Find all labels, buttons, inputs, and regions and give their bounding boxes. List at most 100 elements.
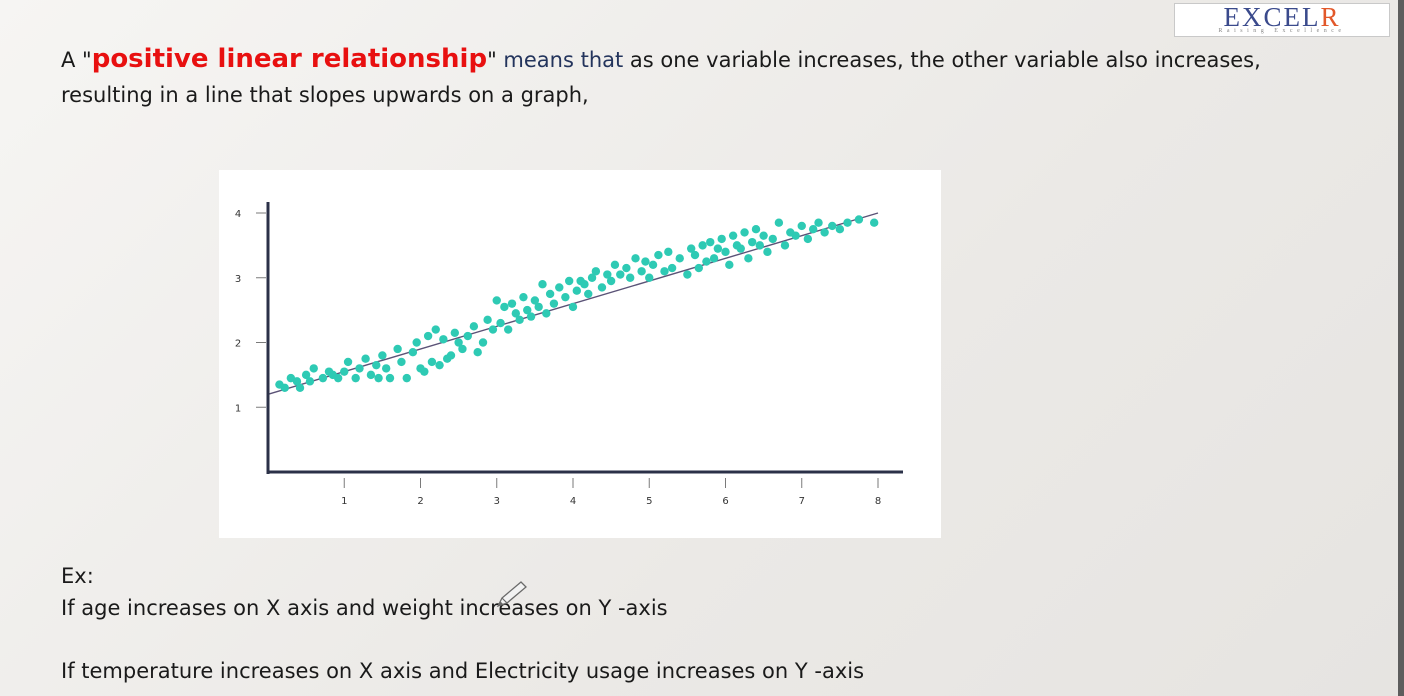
data-point [515,315,524,325]
data-point [355,364,364,373]
scatter-chart: 1 2 3 4 1 2 3 4 5 6 7 8 [235,202,903,507]
definition-text: A "positive linear relationship" means t… [61,42,1341,113]
data-point [545,289,555,299]
data-point [393,344,402,354]
examples-label: Ex: [61,564,94,588]
data-point [835,224,845,234]
data-point [538,280,547,289]
data-point [763,247,772,257]
data-point [587,273,597,282]
data-point [402,373,411,383]
data-point [397,357,406,367]
data-point [751,224,761,234]
data-point [292,377,302,386]
data-point [435,360,444,370]
data-point [591,267,601,276]
data-point [664,247,673,257]
data-point [610,260,620,269]
data-point [431,325,440,334]
intro-prefix: A " [61,48,92,72]
data-point [488,325,498,334]
data-point [463,331,472,341]
data-point [295,383,305,393]
data-point [814,218,823,227]
data-point [530,296,540,305]
data-point [523,305,532,315]
data-point [791,231,800,240]
data-point [439,335,448,344]
x-tick-label: 6 [722,496,728,507]
data-point [507,299,517,308]
examples-block: Ex: If age increases on X axis and weigh… [61,560,1161,687]
data-point [797,221,806,231]
scatter-chart-panel: 1 2 3 4 1 2 3 4 5 6 7 8 [219,170,941,538]
y-tick-label: 2 [235,339,241,350]
data-point [372,360,381,370]
data-point [597,283,607,292]
data-point [333,373,343,383]
x-tick-label: 3 [494,496,500,507]
data-point [713,244,723,253]
data-point [450,328,460,337]
example-line-1: If age increases on X axis and weight in… [61,596,668,620]
key-term: positive linear relationship [91,44,488,74]
x-tick-label: 5 [646,496,652,507]
data-point [584,289,593,299]
data-point [478,338,488,347]
data-point [702,257,711,266]
data-point [385,373,395,383]
data-point [625,273,635,282]
data-point [768,234,777,244]
data-point [637,267,646,276]
data-point [686,244,696,253]
data-point [820,228,829,237]
data-point [555,283,564,292]
data-point [717,234,726,244]
data-point [374,373,383,383]
data-point [412,338,421,347]
data-point [606,276,616,286]
logo-tagline: Raising Excellence [1218,28,1346,34]
data-point [427,357,437,367]
intro-quote-close: " [487,48,497,72]
data-point [483,315,492,325]
data-point [500,302,509,312]
data-point [366,370,376,380]
data-point [309,364,318,373]
data-point [492,296,501,305]
data-point [667,263,677,273]
data-point [378,351,387,360]
data-point [803,234,813,244]
data-point [744,254,753,263]
data-point [511,309,521,318]
example-line-2: If temperature increases on X axis and E… [61,659,865,683]
x-tick-label: 1 [341,496,347,507]
data-point [645,273,654,282]
pencil-cursor-icon [496,581,527,608]
x-tick-label: 2 [417,496,423,507]
data-point [869,218,879,227]
data-point [622,263,631,273]
data-point [728,231,738,240]
data-point [843,218,852,227]
data-point [564,276,574,286]
data-point [572,286,582,295]
logo-wordmark: EXCELR [1223,2,1341,32]
data-point [808,224,818,234]
data-point [423,331,433,341]
y-tick-label: 1 [235,403,241,414]
data-point [709,254,719,263]
data-point [616,270,625,279]
data-point [561,292,570,302]
data-point [280,383,289,393]
window-edge [1398,0,1404,696]
data-point [721,247,730,257]
data-point [381,364,391,373]
excelr-logo: EXCELR Raising Excellence [1174,3,1390,37]
data-point [519,292,528,302]
intro-rest: as one variable increases, the other var… [61,48,1261,107]
data-point [683,270,692,279]
data-point [305,377,315,386]
x-tick-label: 4 [570,496,576,507]
data-point [854,215,864,224]
